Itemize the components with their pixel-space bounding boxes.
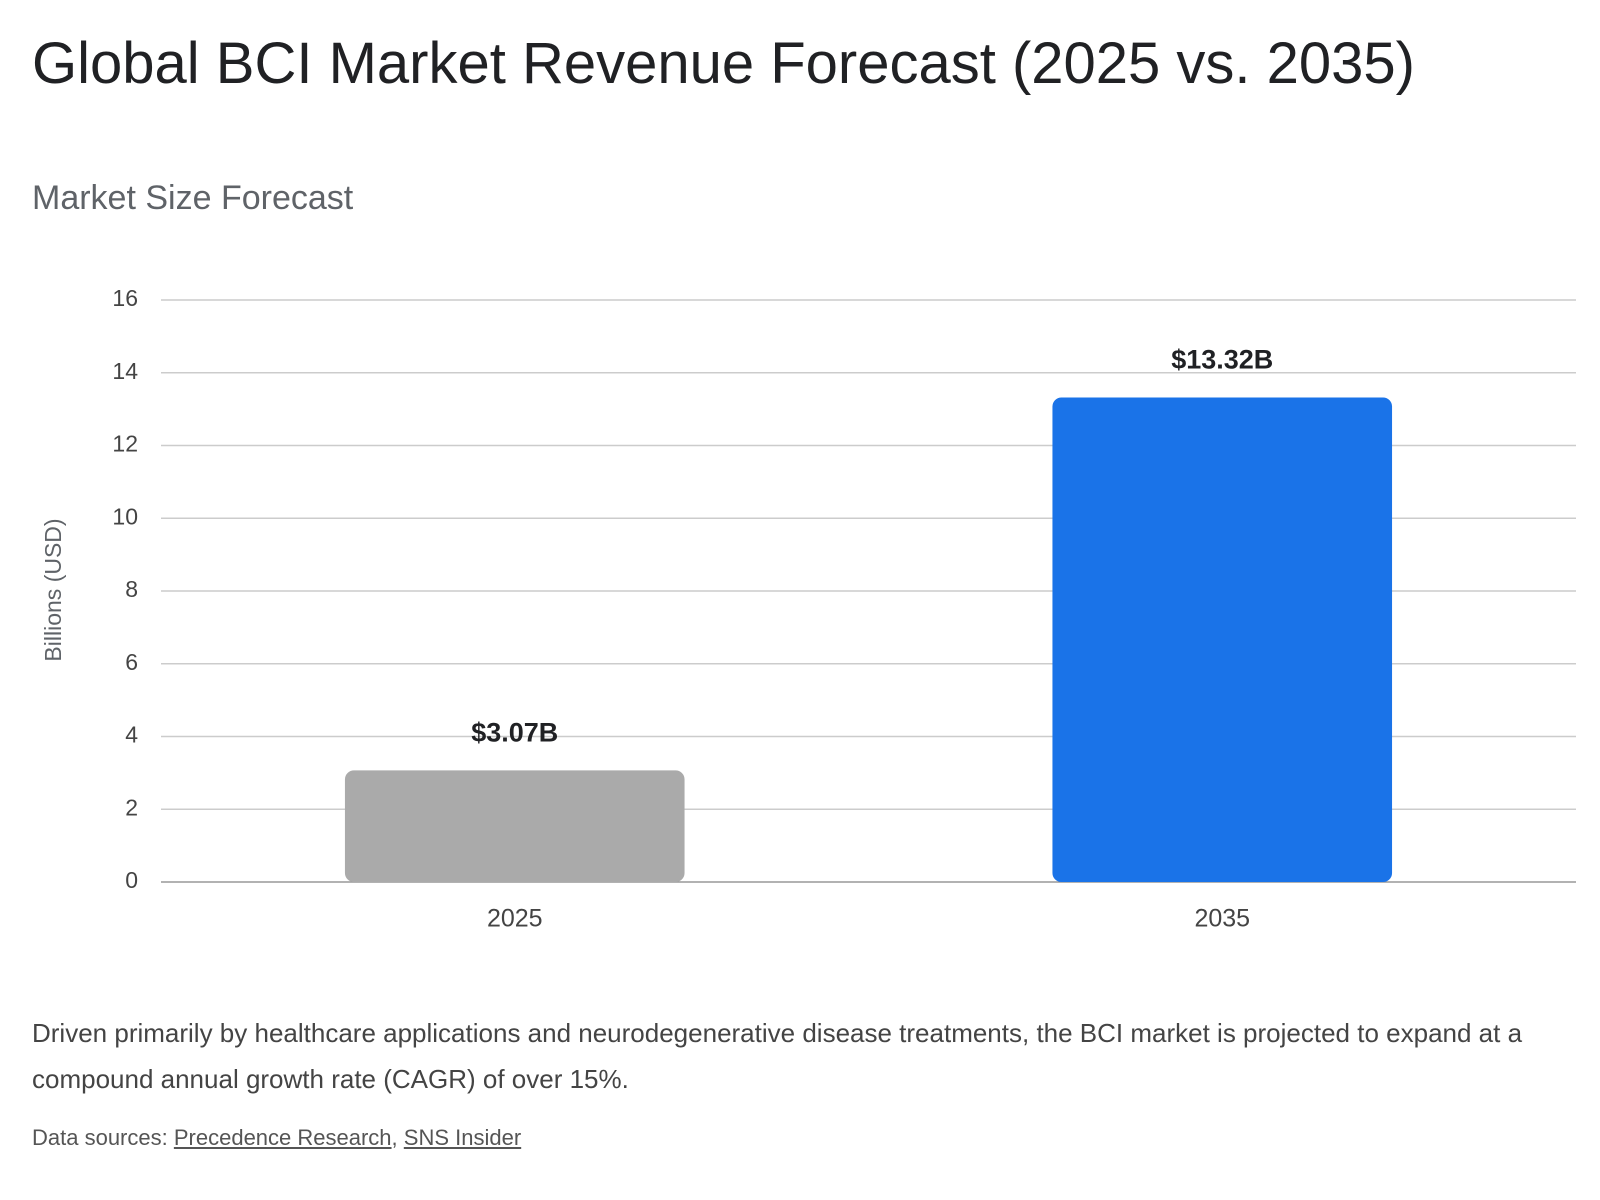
y-tick-label: 2 [125,794,138,820]
source-link[interactable]: Precedence Research [173,1125,392,1150]
y-tick-label: 6 [125,649,138,675]
page-title: Global BCI Market Revenue Forecast (2025… [32,31,1415,96]
y-tick-label: 0 [125,867,138,893]
y-axis-label: Billions (USD) [40,518,66,661]
chart-title: Market Size Forecast [32,179,354,217]
y-tick-label: 14 [112,358,138,384]
value-label: $13.32B [1171,345,1273,375]
y-tick-label: 8 [125,576,138,602]
y-tick-label: 16 [112,285,138,311]
y-tick-label: 4 [125,722,138,748]
source-link[interactable]: SNS Insider [403,1125,522,1150]
value-label: $3.07B [471,717,558,747]
bar [1052,397,1393,882]
separator: , [391,1125,398,1150]
sources-label: Data sources: [32,1125,168,1150]
bar [344,770,685,882]
y-tick-label: 12 [112,431,138,457]
y-tick-label: 10 [112,503,138,529]
chart: Market Size Forecast Billions (USD) 0 2 4 6… [32,179,1576,933]
x-tick-label: 2025 [487,905,543,933]
description: Driven primarily by healthcare applicati… [32,1018,1523,1094]
sources: Data sources: Precedence Research, SNS I… [32,1125,521,1151]
x-tick-label: 2035 [1194,905,1250,933]
